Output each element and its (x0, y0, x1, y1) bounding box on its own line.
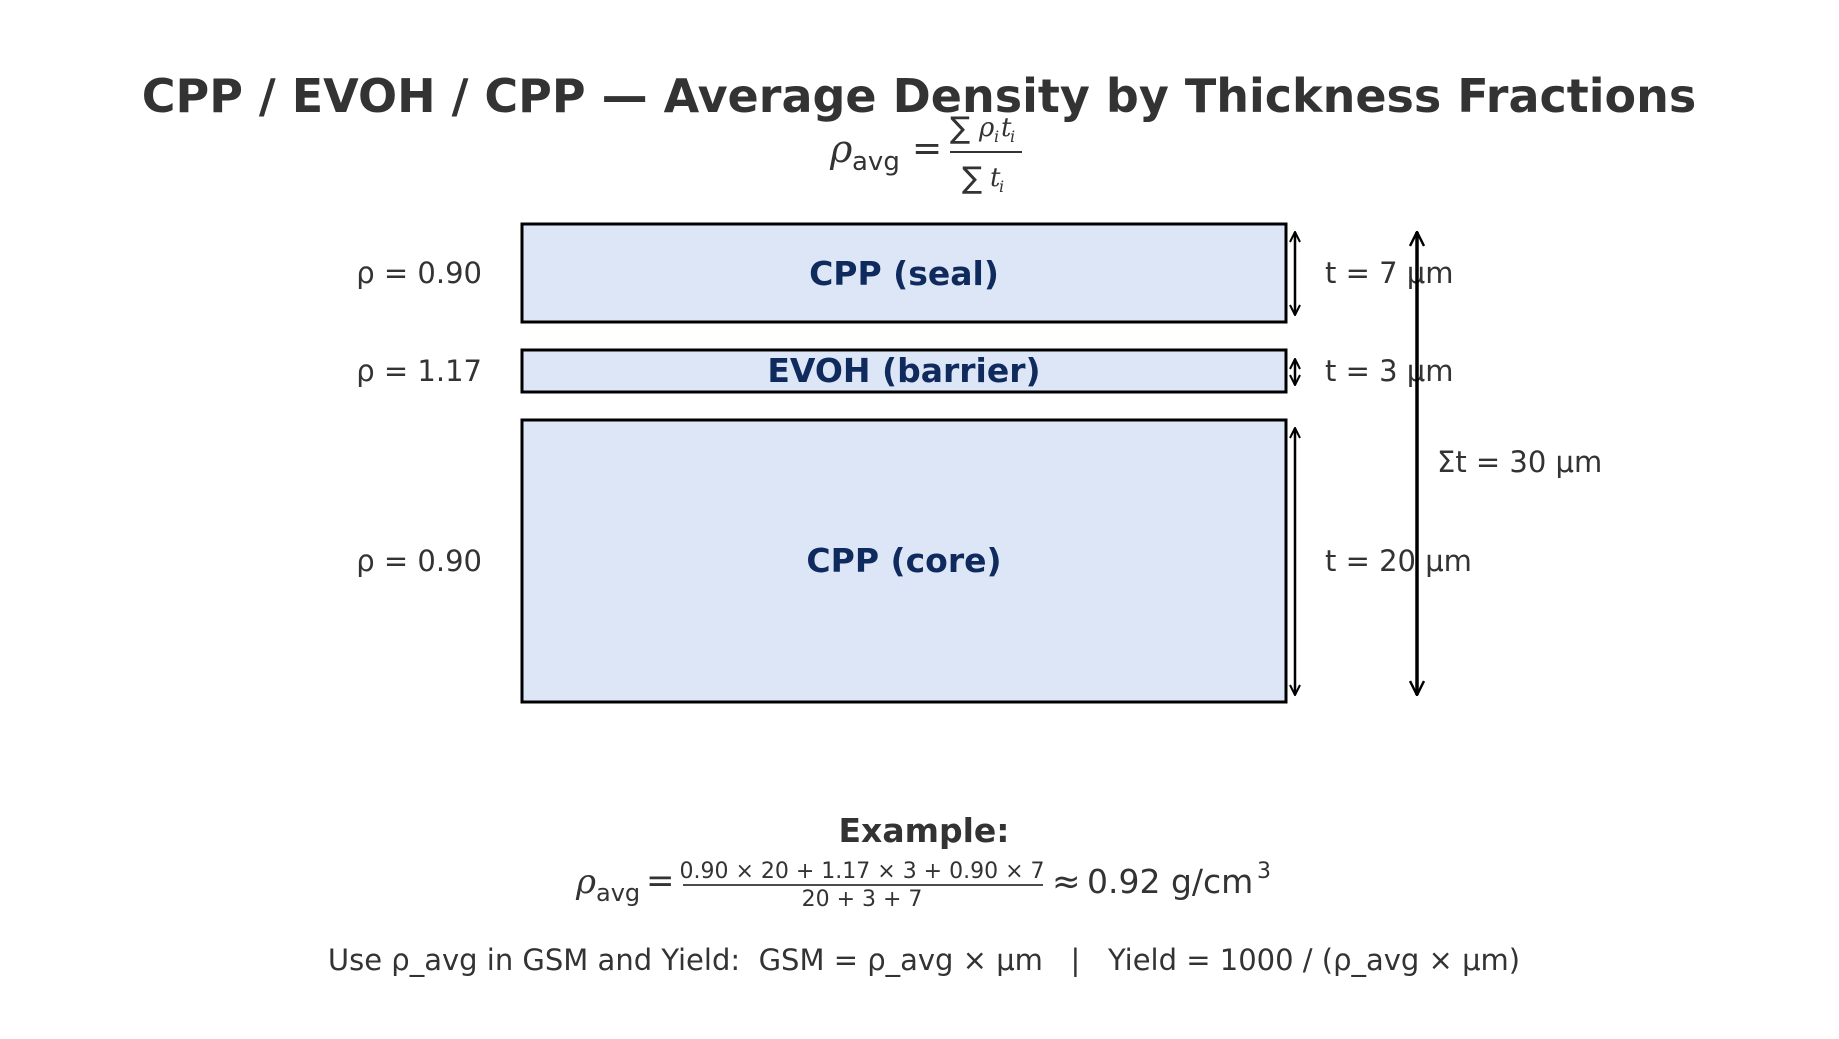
layer-density-label: ρ = 0.90 (356, 544, 482, 578)
formula-equals: = (912, 128, 942, 169)
layer-name: CPP (core) (806, 541, 1001, 580)
layer-cpp-seal: CPP (seal) ρ = 0.90 t = 7 μm (356, 222, 1453, 324)
formula-num-t: t (1001, 113, 1012, 143)
formula-den-t: t (990, 163, 1001, 193)
layer-box (520, 222, 1288, 324)
layer-name: EVOH (barrier) (767, 351, 1040, 390)
example-result: 0.92 g/cm (1087, 862, 1253, 901)
formula-rho: ρ (829, 127, 853, 171)
formula-num-t-sub: i (1010, 127, 1015, 146)
formula-num-rho: ρ (978, 113, 995, 143)
example-subscript: avg (596, 879, 640, 907)
layer-thickness-label: t = 7 μm (1325, 256, 1453, 290)
page-title: CPP / EVOH / CPP — Average Density by Th… (142, 69, 1697, 123)
footer-note: Use ρ_avg in GSM and Yield: GSM = ρ_avg … (328, 943, 1520, 977)
example-equals: = (646, 861, 675, 901)
example-result-superscript: 3 (1257, 859, 1271, 884)
formula-den-t-sub: i (999, 177, 1004, 196)
layer-evoh-barrier: EVOH (barrier) ρ = 1.17 t = 3 μm (356, 348, 1453, 394)
layer-density-label: ρ = 0.90 (356, 256, 482, 290)
example-numerator: 0.90 × 20 + 1.17 × 3 + 0.90 × 7 (679, 859, 1044, 884)
formula-den-sum: ∑ (962, 161, 982, 196)
example-denominator: 20 + 3 + 7 (802, 887, 923, 912)
layer-cpp-core: CPP (core) ρ = 0.90 t = 20 μm (356, 418, 1472, 704)
example-block: Example: ρ avg = 0.90 × 20 + 1.17 × 3 + … (575, 811, 1271, 912)
total-thickness: Σt = 30 μm (1417, 232, 1602, 695)
layer-box (520, 348, 1288, 394)
formula-num-sum: ∑ (950, 111, 970, 146)
layer-thickness-label: t = 20 μm (1325, 544, 1472, 578)
formula-num-rho-sub: i (994, 127, 999, 146)
layer-name: CPP (seal) (809, 254, 999, 293)
layer-thickness-label: t = 3 μm (1325, 354, 1453, 388)
example-heading: Example: (839, 811, 1010, 850)
density-formula: ρ avg = ∑ ρ i t i ∑ t i (829, 111, 1022, 196)
example-approx: ≈ (1052, 862, 1081, 902)
example-rho: ρ (575, 862, 596, 902)
formula-subscript: avg (852, 147, 900, 177)
total-thickness-label: Σt = 30 μm (1437, 445, 1602, 479)
layer-box (520, 418, 1288, 704)
layer-density-label: ρ = 1.17 (356, 354, 482, 388)
